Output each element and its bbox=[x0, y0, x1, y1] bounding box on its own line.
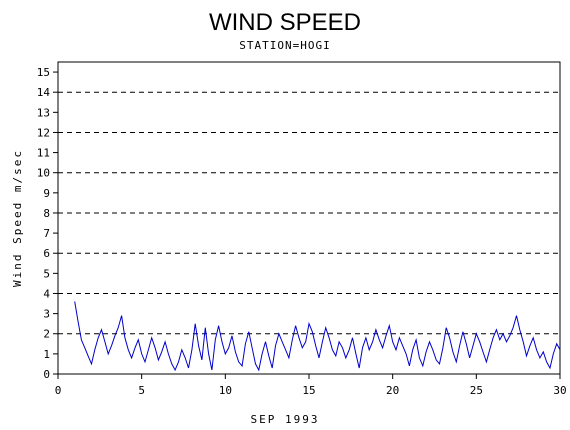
y-tick-label: 12 bbox=[37, 126, 50, 139]
x-tick-label: 0 bbox=[55, 384, 62, 397]
y-tick-label: 11 bbox=[37, 147, 50, 160]
y-tick-label: 5 bbox=[43, 267, 50, 280]
x-tick-label: 30 bbox=[553, 384, 566, 397]
x-tick-label: 10 bbox=[219, 384, 232, 397]
y-tick-label: 14 bbox=[37, 86, 51, 99]
x-axis: 0 5 10 15 20 25 30 bbox=[55, 374, 567, 397]
x-axis-label: SEP 1993 bbox=[251, 413, 320, 426]
y-tick-label: 15 bbox=[37, 66, 50, 79]
y-tick-label: 7 bbox=[43, 227, 50, 240]
y-tick-label: 0 bbox=[43, 368, 50, 381]
y-tick-label: 9 bbox=[43, 187, 50, 200]
reference-lines bbox=[58, 91, 560, 375]
series-line-0 bbox=[74, 301, 561, 372]
y-tick-label: 3 bbox=[43, 308, 50, 321]
y-tick-label: 4 bbox=[43, 287, 50, 300]
y-tick-label: 2 bbox=[43, 328, 50, 341]
x-tick-label: 20 bbox=[386, 384, 399, 397]
x-tick-label: 15 bbox=[302, 384, 315, 397]
chart-subtitle: STATION=HOGI bbox=[239, 39, 330, 52]
y-tick-label: 6 bbox=[43, 247, 50, 260]
x-tick-label: 25 bbox=[470, 384, 483, 397]
chart-title: WIND SPEED bbox=[209, 9, 361, 36]
y-tick-label: 8 bbox=[43, 207, 50, 220]
y-tick-label: 1 bbox=[43, 348, 50, 361]
x-tick-label: 5 bbox=[138, 384, 145, 397]
y-axis-label: Wind Speed m/sec bbox=[11, 149, 24, 287]
y-tick-label: 13 bbox=[37, 106, 50, 119]
plot-frame bbox=[57, 61, 561, 375]
y-tick-label: 10 bbox=[37, 167, 50, 180]
series-group bbox=[74, 301, 561, 372]
